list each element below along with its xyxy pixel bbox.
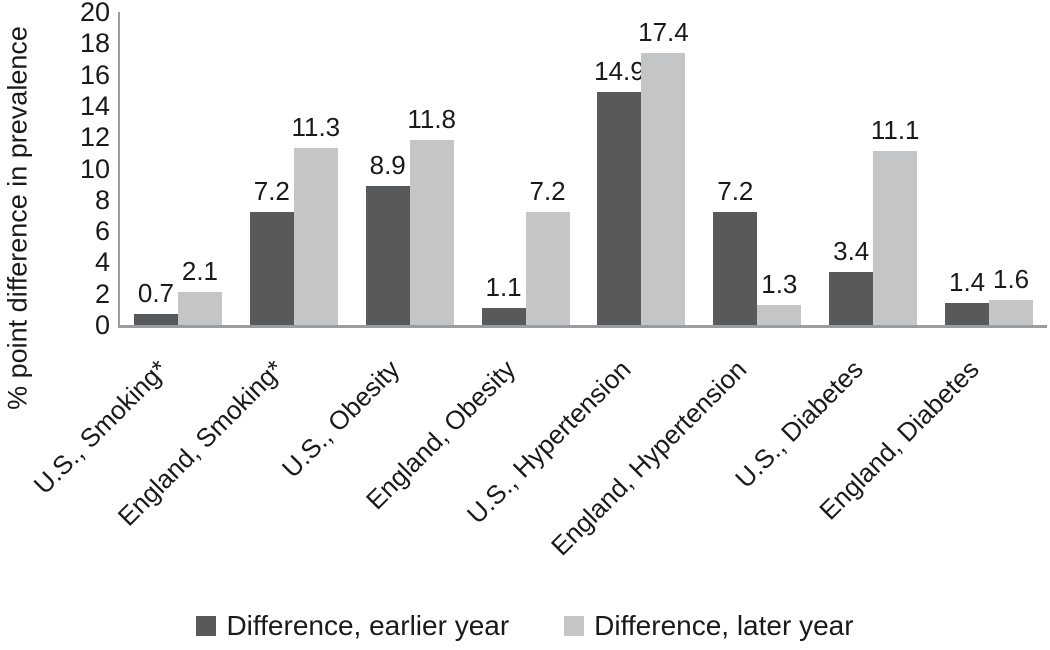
bar-value-label: 17.4 bbox=[638, 16, 689, 47]
bar-value-label: 14.9 bbox=[594, 55, 645, 86]
bar-group: 1.1 7.2 bbox=[468, 12, 584, 325]
bar-later-year: 11.8 bbox=[407, 106, 456, 325]
bar-value-label: 1.4 bbox=[948, 267, 986, 298]
y-tick-label: 8 bbox=[94, 184, 110, 215]
bar-later-year: 7.2 bbox=[525, 178, 570, 325]
legend: Difference, earlier year Difference, lat… bbox=[0, 610, 1050, 642]
x-category-label: U.S., Hypertension bbox=[461, 354, 637, 530]
x-category-label: U.S., Obesity bbox=[275, 354, 405, 484]
bar-value-label: 0.7 bbox=[137, 278, 175, 309]
bar-value-label: 2.1 bbox=[181, 256, 219, 287]
legend-swatch-earlier-year bbox=[196, 616, 217, 636]
bar-groups: 0.7 2.1 7.2 11.3 8.9 11.8 1.1 7.2 14.9 17.4 7.2 1.3… bbox=[120, 12, 1047, 325]
bar-later-year: 11.1 bbox=[871, 117, 920, 325]
bar-later-year: 11.3 bbox=[291, 114, 340, 325]
bar-earlier-year: 14.9 bbox=[594, 58, 645, 325]
bar-value-label: 11.3 bbox=[291, 112, 341, 143]
bar-earlier-year: 0.7 bbox=[133, 280, 178, 325]
bar-value-label: 1.1 bbox=[485, 271, 522, 302]
bar-group: 3.4 11.1 bbox=[815, 12, 931, 325]
bar-later-year: 2.1 bbox=[177, 258, 222, 325]
bar-earlier-year: 7.2 bbox=[249, 178, 294, 325]
y-tick-label: 18 bbox=[79, 28, 110, 59]
y-axis-tick-labels: 0 2 4 6 8 10 12 14 16 18 20 bbox=[0, 0, 110, 650]
y-tick-label: 16 bbox=[79, 59, 110, 90]
x-category-label: England, Hypertension bbox=[545, 354, 753, 562]
bar-group: 7.2 11.3 bbox=[236, 12, 352, 325]
bar-value-label: 8.9 bbox=[369, 149, 406, 180]
x-category-label: England, Diabetes bbox=[812, 354, 985, 526]
bar-group: 0.7 2.1 bbox=[120, 12, 236, 325]
y-tick-label: 6 bbox=[94, 216, 110, 247]
y-tick-label: 20 bbox=[79, 0, 110, 27]
x-category-label: U.S., Diabetes bbox=[728, 354, 869, 494]
bar-earlier-year: 7.2 bbox=[713, 178, 758, 325]
y-tick-label: 12 bbox=[79, 122, 110, 153]
legend-item-earlier-year: Difference, earlier year bbox=[196, 610, 509, 642]
legend-item-later-year: Difference, later year bbox=[564, 610, 854, 642]
x-category-label: England, Smoking* bbox=[111, 354, 290, 532]
legend-swatch-later-year bbox=[564, 616, 585, 636]
x-category-label: England, Obesity bbox=[359, 354, 521, 516]
y-tick-label: 0 bbox=[94, 310, 110, 340]
y-tick-label: 2 bbox=[94, 278, 110, 309]
bar-later-year: 17.4 bbox=[638, 19, 689, 325]
bar-value-label: 11.8 bbox=[407, 104, 457, 135]
bar-later-year: 1.6 bbox=[989, 266, 1034, 325]
bar-group: 1.4 1.6 bbox=[931, 12, 1047, 325]
y-tick-label: 4 bbox=[94, 247, 110, 278]
y-tick-label: 10 bbox=[79, 153, 110, 184]
bar-group: 14.9 17.4 bbox=[584, 12, 700, 325]
bar-earlier-year: 1.4 bbox=[945, 269, 990, 325]
bar-value-label: 3.4 bbox=[833, 235, 870, 266]
bar-value-label: 1.6 bbox=[992, 263, 1030, 294]
bar-value-label: 1.3 bbox=[761, 268, 798, 299]
bar-later-year: 1.3 bbox=[757, 271, 802, 325]
bar-value-label: 7.2 bbox=[717, 176, 754, 207]
legend-label-earlier-year: Difference, earlier year bbox=[226, 610, 510, 641]
bar-group: 7.2 1.3 bbox=[699, 12, 815, 325]
bar-value-label: 7.2 bbox=[253, 176, 290, 207]
bar-value-label: 11.1 bbox=[870, 115, 920, 146]
bar-group: 8.9 11.8 bbox=[352, 12, 468, 325]
y-tick-label: 14 bbox=[79, 90, 110, 121]
plot-area: 0.7 2.1 7.2 11.3 8.9 11.8 1.1 7.2 14.9 17.4 7.2 1.3… bbox=[118, 12, 1047, 328]
bar-value-label: 7.2 bbox=[529, 176, 566, 207]
bar-earlier-year: 1.1 bbox=[481, 274, 526, 325]
bar-earlier-year: 8.9 bbox=[365, 152, 410, 325]
bar-earlier-year: 3.4 bbox=[829, 238, 874, 325]
legend-label-later-year: Difference, later year bbox=[594, 610, 854, 641]
